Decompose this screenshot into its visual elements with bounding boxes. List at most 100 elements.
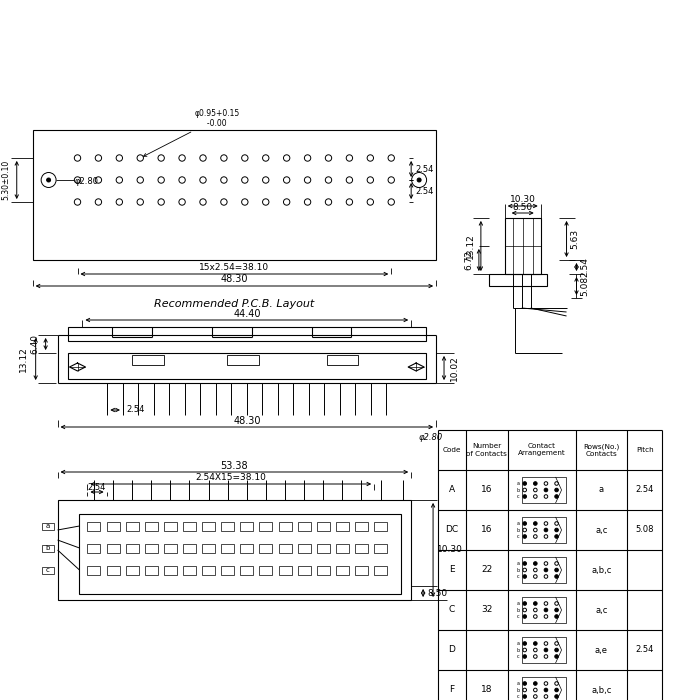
- Bar: [522, 477, 566, 503]
- Circle shape: [523, 535, 526, 538]
- Bar: [298, 544, 311, 553]
- Text: 22: 22: [481, 566, 493, 575]
- Text: φ0.95+0.15
     -0.00: φ0.95+0.15 -0.00: [144, 108, 240, 156]
- Text: 5.63: 5.63: [570, 229, 580, 249]
- Circle shape: [555, 608, 559, 612]
- Bar: [355, 566, 368, 575]
- Text: 5.30±0.10: 5.30±0.10: [2, 160, 10, 200]
- Circle shape: [544, 608, 547, 612]
- Circle shape: [523, 561, 526, 566]
- Bar: [106, 566, 120, 575]
- Bar: [336, 522, 349, 531]
- Circle shape: [523, 682, 526, 685]
- Circle shape: [555, 535, 559, 538]
- Text: 2.54: 2.54: [636, 645, 654, 654]
- Text: DC: DC: [445, 526, 458, 535]
- Text: E: E: [449, 566, 455, 575]
- Bar: [317, 544, 330, 553]
- Text: A: A: [449, 486, 455, 494]
- Text: 2.54: 2.54: [415, 164, 433, 174]
- Bar: [41, 545, 54, 552]
- Bar: [240, 522, 253, 531]
- Circle shape: [523, 482, 526, 485]
- Text: 48.30: 48.30: [220, 274, 248, 284]
- Bar: [374, 522, 387, 531]
- Bar: [145, 544, 158, 553]
- Bar: [317, 566, 330, 575]
- Bar: [374, 566, 387, 575]
- Text: a,b,c: a,b,c: [592, 566, 612, 575]
- Bar: [298, 566, 311, 575]
- Text: Code: Code: [442, 447, 461, 453]
- Circle shape: [533, 642, 537, 645]
- Bar: [41, 523, 54, 530]
- Bar: [355, 544, 368, 553]
- Text: 15x2.54=38.10: 15x2.54=38.10: [199, 262, 270, 272]
- Bar: [183, 566, 196, 575]
- Bar: [202, 566, 215, 575]
- Bar: [88, 522, 100, 531]
- Bar: [336, 566, 349, 575]
- Bar: [126, 522, 139, 531]
- Text: 6.40: 6.40: [31, 334, 40, 354]
- Circle shape: [544, 488, 547, 492]
- Bar: [279, 544, 291, 553]
- Bar: [67, 353, 426, 379]
- Bar: [221, 566, 234, 575]
- Text: Recommended P.C.B. Layout: Recommended P.C.B. Layout: [154, 299, 314, 309]
- Text: a: a: [517, 521, 519, 526]
- Bar: [164, 566, 177, 575]
- Bar: [355, 522, 368, 531]
- Bar: [88, 566, 100, 575]
- Text: 48.30: 48.30: [233, 416, 260, 426]
- Text: Rows(No.)
Contacts: Rows(No.) Contacts: [583, 443, 620, 457]
- Bar: [489, 274, 547, 286]
- Text: b: b: [517, 608, 519, 612]
- Text: 13.12: 13.12: [19, 346, 28, 372]
- Text: 2.54: 2.54: [636, 486, 654, 494]
- Bar: [202, 544, 215, 553]
- Circle shape: [555, 528, 559, 532]
- Bar: [374, 544, 387, 553]
- Text: 16: 16: [481, 526, 493, 535]
- Bar: [126, 544, 139, 553]
- Bar: [317, 522, 330, 531]
- Text: a: a: [46, 524, 50, 529]
- Bar: [202, 522, 215, 531]
- Bar: [145, 522, 158, 531]
- Bar: [260, 544, 272, 553]
- Text: c: c: [517, 534, 519, 539]
- Text: 2.54: 2.54: [88, 482, 106, 491]
- Bar: [240, 566, 253, 575]
- Text: a: a: [517, 681, 519, 686]
- Text: 32: 32: [481, 606, 493, 615]
- Circle shape: [523, 615, 526, 618]
- Text: b: b: [517, 487, 519, 493]
- Text: φ2.80: φ2.80: [74, 178, 98, 186]
- Circle shape: [523, 654, 526, 658]
- Text: b: b: [517, 528, 519, 533]
- Circle shape: [544, 648, 547, 652]
- Bar: [126, 566, 139, 575]
- Circle shape: [523, 694, 526, 699]
- Circle shape: [555, 488, 559, 492]
- Bar: [505, 218, 540, 274]
- Text: 8.50: 8.50: [427, 589, 447, 598]
- Circle shape: [533, 522, 537, 525]
- Circle shape: [417, 178, 421, 182]
- Circle shape: [555, 688, 559, 692]
- Circle shape: [555, 575, 559, 578]
- Text: a: a: [517, 481, 519, 486]
- Text: a,b,c: a,b,c: [592, 685, 612, 694]
- Text: c: c: [46, 568, 50, 573]
- Text: φ2.80: φ2.80: [419, 433, 443, 442]
- Bar: [522, 637, 566, 663]
- Bar: [260, 522, 272, 531]
- Bar: [80, 514, 401, 594]
- Text: c: c: [517, 694, 519, 699]
- Bar: [522, 517, 566, 543]
- Bar: [260, 566, 272, 575]
- Bar: [164, 522, 177, 531]
- Bar: [279, 522, 291, 531]
- Circle shape: [555, 694, 559, 699]
